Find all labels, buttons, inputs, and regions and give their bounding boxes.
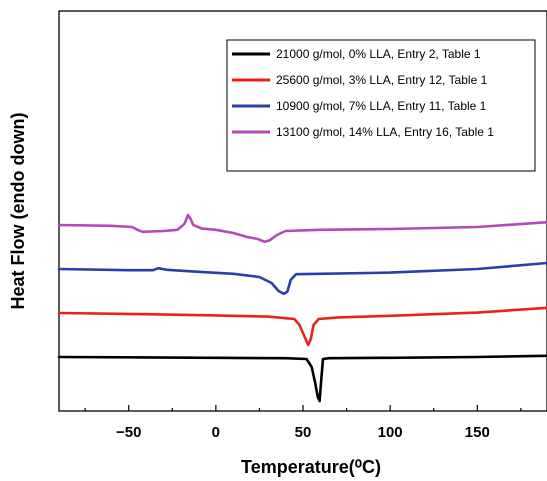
x-tick-label: −50 [116,424,141,441]
legend-label-2: 25600 g/mol, 3% LLA, Entry 12, Table 1 [276,73,488,87]
series-layer [57,213,547,403]
series-line-4 [57,213,547,244]
x-tick-label: 50 [295,424,312,441]
y-axis-title: Heat Flow (endo down) [8,113,28,310]
series-line-3 [57,261,547,296]
legend-label-4: 13100 g/mol, 14% LLA, Entry 16, Table 1 [276,125,494,139]
x-tick-label: 150 [465,424,490,441]
series-line-1 [57,354,547,403]
series-line-2 [57,306,547,347]
legend-box [226,39,536,172]
x-axis-title: Temperature(⁰C) [241,457,381,477]
x-tick-label: 0 [212,424,220,441]
legend: 21000 g/mol, 0% LLA, Entry 2, Table 1 256… [232,47,494,139]
legend-label-3: 10900 g/mol, 7% LLA, Entry 11, Table 1 [276,99,487,113]
legend-label-1: 21000 g/mol, 0% LLA, Entry 2, Table 1 [276,47,481,61]
x-tick-label: 100 [378,424,403,441]
tick-layer: −50 0 50 100 150 [84,405,522,441]
